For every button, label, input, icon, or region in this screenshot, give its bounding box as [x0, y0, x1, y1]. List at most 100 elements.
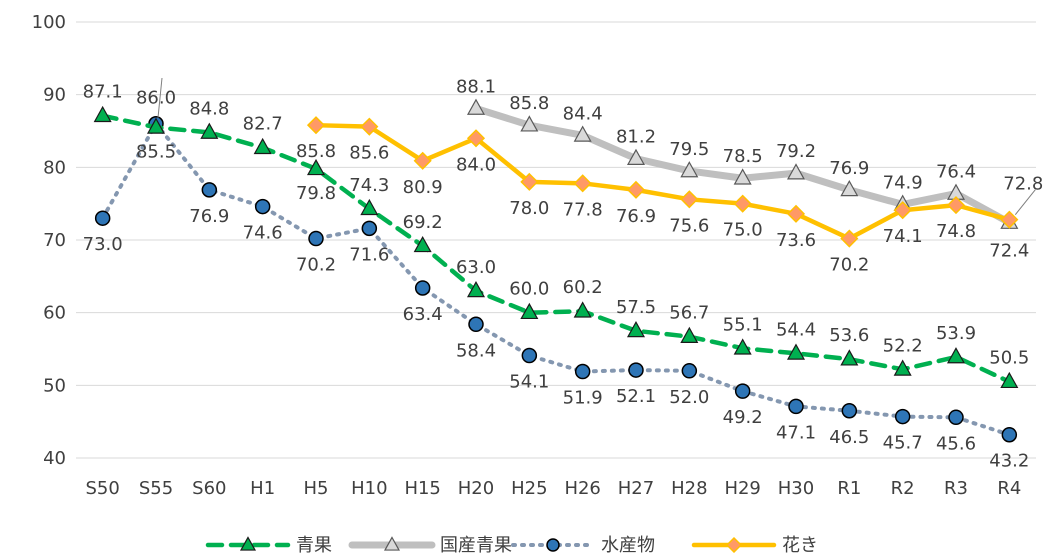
data-point — [893, 201, 912, 220]
data-label: 75.0 — [723, 220, 763, 241]
data-label: 85.8 — [296, 141, 336, 162]
data-label: 54.4 — [776, 319, 816, 340]
data-label: 71.6 — [349, 244, 389, 265]
x-tick-label: H5 — [304, 478, 329, 499]
data-label: 81.2 — [616, 127, 656, 148]
legend-marker — [239, 536, 257, 551]
data-label: 75.6 — [669, 215, 709, 236]
data-label: 72.4 — [989, 241, 1029, 262]
data-label: 84.4 — [563, 103, 603, 124]
data-point — [361, 220, 378, 237]
series-lines — [93, 98, 1019, 443]
data-label: 45.7 — [883, 433, 923, 454]
data-label: 52.1 — [616, 386, 656, 407]
data-label: 69.2 — [403, 212, 443, 233]
data-label: 88.1 — [456, 76, 496, 97]
callout-line — [1014, 189, 1036, 215]
data-label: 85.8 — [509, 93, 549, 114]
legend-label: 水産物 — [601, 535, 655, 553]
data-point — [626, 148, 646, 165]
data-point — [840, 179, 859, 197]
data-label: 78.5 — [723, 146, 763, 167]
data-point — [734, 383, 751, 399]
y-tick-label: 70 — [43, 230, 66, 251]
data-point — [414, 280, 431, 296]
data-point — [893, 359, 912, 376]
data-point — [254, 198, 271, 215]
x-tick-label: H29 — [724, 478, 760, 499]
data-label: 77.8 — [563, 199, 603, 220]
data-label: 47.1 — [776, 422, 816, 443]
y-tick-label: 100 — [32, 12, 66, 33]
data-point — [733, 168, 752, 185]
data-label: 76.9 — [616, 206, 656, 227]
data-point — [626, 180, 646, 199]
legend: 青果 国産青果 水産物 花き — [205, 535, 818, 553]
data-label: 53.9 — [936, 323, 976, 344]
data-label: 85.6 — [349, 143, 389, 164]
axes: 40 50 60 70 80 90 100 S50 S55 S60 H1 H5 H10 H15 H20 H25… — [32, 12, 1022, 499]
data-label: 79.8 — [296, 183, 336, 204]
data-point — [841, 403, 858, 419]
x-tick-label: S60 — [192, 478, 226, 499]
x-tick-label: H1 — [250, 478, 275, 499]
data-point — [306, 158, 326, 176]
y-tick-label: 80 — [43, 157, 66, 178]
data-point — [520, 115, 539, 132]
x-tick-label: R3 — [944, 478, 968, 499]
data-label: 74.9 — [883, 172, 923, 193]
data-point — [681, 363, 698, 379]
data-label: 78.0 — [509, 198, 549, 219]
data-label: 72.8 — [1003, 174, 1043, 195]
data-point — [840, 349, 859, 366]
data-label: 57.5 — [616, 297, 656, 318]
data-label: 70.2 — [296, 255, 336, 276]
data-label: 84.8 — [189, 98, 229, 119]
data-label: 51.9 — [563, 388, 603, 409]
x-tick-label: H28 — [671, 478, 707, 499]
x-tick-label: H25 — [511, 478, 547, 499]
data-label: 63.4 — [403, 304, 443, 325]
y-tick-label: 60 — [43, 303, 66, 324]
data-point — [466, 280, 486, 298]
data-point — [840, 229, 859, 248]
legend-marker — [383, 536, 401, 551]
legend-marker — [546, 538, 560, 552]
data-point — [253, 137, 272, 155]
data-point — [1000, 371, 1019, 389]
data-point — [574, 363, 591, 380]
data-point — [628, 362, 644, 378]
data-label: 76.9 — [189, 206, 229, 227]
x-tick-label: S50 — [85, 478, 119, 499]
data-label: 56.7 — [669, 303, 709, 324]
data-label: 50.5 — [989, 348, 1029, 369]
data-label: 54.1 — [509, 372, 549, 393]
data-label: 87.1 — [83, 82, 123, 103]
x-tick-label: H26 — [564, 478, 600, 499]
data-point — [946, 196, 966, 215]
data-label: 73.0 — [83, 234, 123, 255]
data-label: 84.0 — [456, 154, 496, 175]
data-point — [1001, 426, 1018, 443]
data-point — [520, 302, 539, 320]
data-label: 76.4 — [936, 161, 976, 182]
data-label: 46.5 — [829, 427, 869, 448]
data-point — [948, 409, 964, 426]
series-line — [100, 121, 1012, 437]
series-line — [313, 122, 1012, 241]
data-label: 60.0 — [509, 279, 549, 300]
data-point — [306, 116, 326, 135]
x-tick-label: R1 — [837, 478, 861, 499]
data-point — [413, 235, 432, 253]
data-label: 74.6 — [243, 223, 283, 244]
data-label: 82.7 — [243, 114, 283, 135]
data-point — [1000, 210, 1019, 229]
data-point — [466, 129, 486, 148]
data-point — [680, 326, 699, 344]
data-point — [360, 198, 379, 216]
data-label: 80.9 — [403, 177, 443, 198]
data-point — [680, 190, 699, 209]
data-labels: 87.1 85.5 84.8 82.7 79.8 74.3 69.2 63.0 60.0 60.2… — [83, 76, 1044, 471]
legend-label: 国産青果 — [440, 535, 512, 553]
data-point — [573, 125, 592, 142]
